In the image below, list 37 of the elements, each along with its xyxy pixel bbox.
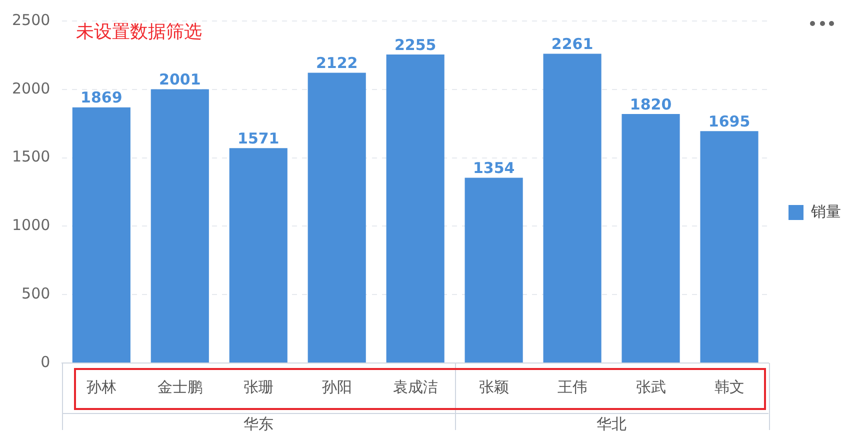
data-label: 1695 xyxy=(708,112,750,131)
data-label: 2255 xyxy=(394,36,436,54)
y-tick-label: 0 xyxy=(40,352,50,371)
bar xyxy=(464,178,523,362)
x-tick-label: 张颖 xyxy=(478,378,509,396)
data-label: 1820 xyxy=(630,95,672,114)
legend-label: 销量 xyxy=(810,202,841,220)
x-tick-label: 孙林 xyxy=(86,378,116,396)
y-tick-label: 2500 xyxy=(12,10,50,29)
x-tick-label: 王伟 xyxy=(557,378,588,396)
bar xyxy=(386,54,444,362)
x-tick-label: 袁成洁 xyxy=(392,378,438,396)
bar xyxy=(308,72,366,362)
data-label: 1571 xyxy=(238,129,280,148)
x-tick-label: 孙阳 xyxy=(322,378,352,396)
y-tick-label: 1500 xyxy=(12,148,50,166)
data-label: 2001 xyxy=(159,70,201,89)
bar xyxy=(72,107,130,362)
y-tick-label: 500 xyxy=(22,284,50,302)
x-tick-label: 张武 xyxy=(636,378,666,396)
x-tick-label: 韩文 xyxy=(714,378,744,396)
data-label: 1354 xyxy=(472,159,515,178)
x-tick-label: 张珊 xyxy=(243,378,274,396)
x-tick-label: 金士鹏 xyxy=(157,378,202,396)
text: 华东 xyxy=(243,414,274,433)
data-label: 2261 xyxy=(551,35,594,54)
y-tick-label: 2000 xyxy=(12,79,50,98)
data-label: 2122 xyxy=(316,54,358,72)
data-label: 1869 xyxy=(80,88,122,107)
chart-title: 未设置数据筛选 xyxy=(76,22,202,43)
bar xyxy=(543,54,602,362)
bar xyxy=(622,114,680,362)
bar xyxy=(229,148,288,362)
y-tick-label: 1000 xyxy=(12,216,50,234)
text: 华北 xyxy=(596,414,627,433)
bar xyxy=(150,89,209,362)
bar xyxy=(700,131,758,362)
